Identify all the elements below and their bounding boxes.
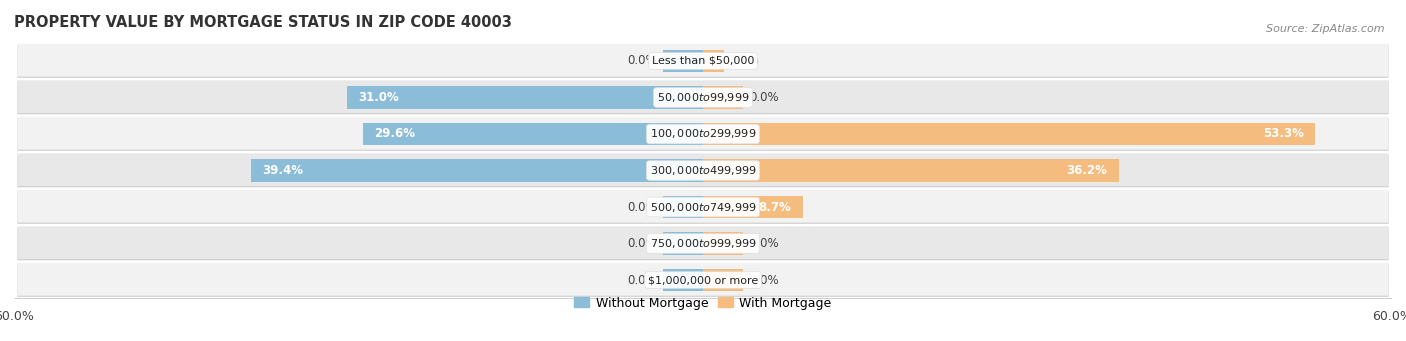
Bar xyxy=(703,86,744,109)
Text: 8.7%: 8.7% xyxy=(759,201,792,213)
FancyBboxPatch shape xyxy=(17,154,1389,187)
Bar xyxy=(703,232,744,255)
FancyBboxPatch shape xyxy=(17,118,1389,151)
Bar xyxy=(703,269,744,291)
FancyBboxPatch shape xyxy=(17,264,1389,297)
FancyBboxPatch shape xyxy=(17,227,1389,260)
Text: 39.4%: 39.4% xyxy=(262,164,304,177)
FancyBboxPatch shape xyxy=(17,44,1389,77)
Text: $500,000 to $749,999: $500,000 to $749,999 xyxy=(650,201,756,213)
Bar xyxy=(363,123,703,145)
Text: 0.0%: 0.0% xyxy=(749,91,779,104)
Text: 0.0%: 0.0% xyxy=(627,201,657,213)
Bar xyxy=(703,123,1315,145)
Text: 0.0%: 0.0% xyxy=(749,237,779,250)
Bar xyxy=(662,196,703,218)
FancyBboxPatch shape xyxy=(17,190,1389,223)
FancyBboxPatch shape xyxy=(17,191,1389,224)
Text: $100,000 to $299,999: $100,000 to $299,999 xyxy=(650,128,756,140)
Legend: Without Mortgage, With Mortgage: Without Mortgage, With Mortgage xyxy=(569,292,837,314)
Text: Source: ZipAtlas.com: Source: ZipAtlas.com xyxy=(1267,24,1385,34)
Text: 1.8%: 1.8% xyxy=(730,55,759,68)
Bar xyxy=(662,269,703,291)
FancyBboxPatch shape xyxy=(17,45,1389,78)
Text: 53.3%: 53.3% xyxy=(1263,128,1303,140)
FancyBboxPatch shape xyxy=(17,117,1389,150)
Bar xyxy=(662,232,703,255)
Text: 0.0%: 0.0% xyxy=(627,237,657,250)
Text: 36.2%: 36.2% xyxy=(1066,164,1107,177)
Text: $750,000 to $999,999: $750,000 to $999,999 xyxy=(650,237,756,250)
FancyBboxPatch shape xyxy=(17,263,1389,296)
Bar xyxy=(703,50,724,72)
Bar xyxy=(250,159,703,182)
FancyBboxPatch shape xyxy=(17,153,1389,186)
FancyBboxPatch shape xyxy=(17,81,1389,114)
Text: 31.0%: 31.0% xyxy=(359,91,399,104)
Text: 0.0%: 0.0% xyxy=(627,55,657,68)
Bar xyxy=(347,86,703,109)
Text: $300,000 to $499,999: $300,000 to $499,999 xyxy=(650,164,756,177)
FancyBboxPatch shape xyxy=(17,80,1389,113)
Text: $50,000 to $99,999: $50,000 to $99,999 xyxy=(657,91,749,104)
Text: PROPERTY VALUE BY MORTGAGE STATUS IN ZIP CODE 40003: PROPERTY VALUE BY MORTGAGE STATUS IN ZIP… xyxy=(14,15,512,30)
Bar xyxy=(703,159,1119,182)
FancyBboxPatch shape xyxy=(17,226,1389,259)
Bar xyxy=(662,50,703,72)
Text: 0.0%: 0.0% xyxy=(627,273,657,286)
Text: 29.6%: 29.6% xyxy=(374,128,416,140)
Text: $1,000,000 or more: $1,000,000 or more xyxy=(648,275,758,285)
Text: 0.0%: 0.0% xyxy=(749,273,779,286)
Bar xyxy=(703,196,803,218)
Text: Less than $50,000: Less than $50,000 xyxy=(652,56,754,66)
